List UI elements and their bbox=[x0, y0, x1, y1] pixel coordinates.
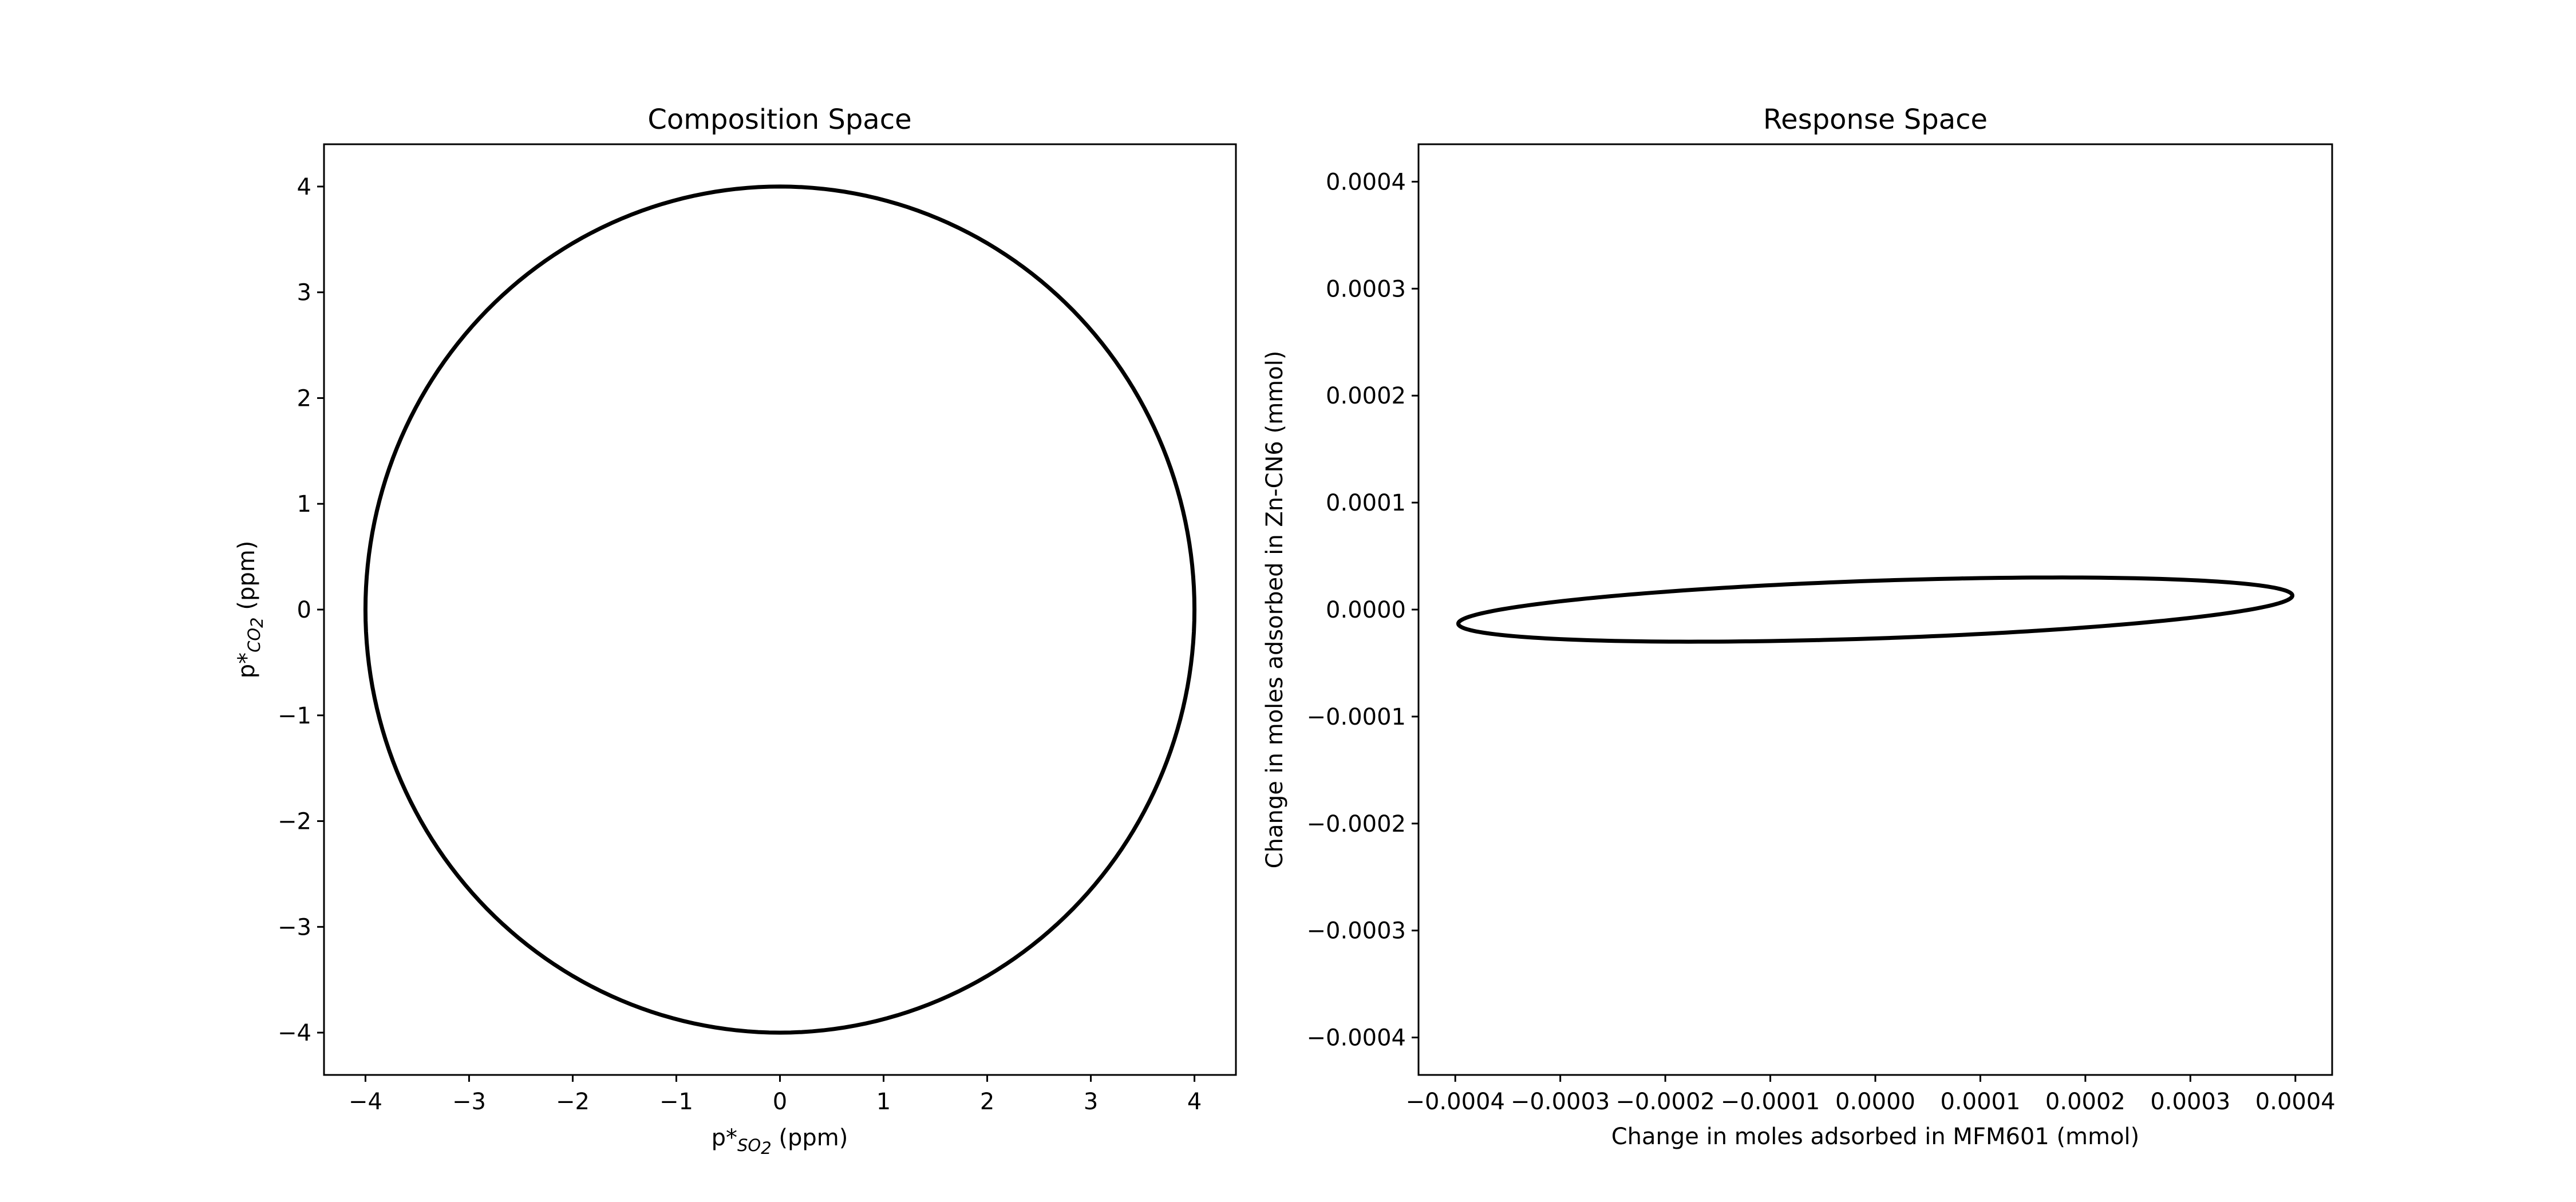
x-axis-label-prefix: p* bbox=[712, 1125, 737, 1151]
x-tick-label: 0 bbox=[773, 1089, 787, 1115]
x-axis-label-subscript: SO bbox=[737, 1136, 761, 1155]
y-axis-label: p*CO2 (ppm) bbox=[234, 541, 267, 679]
y-axis-label-subscript: CO bbox=[244, 628, 264, 653]
x-axis-label-suffix: (ppm) bbox=[772, 1125, 848, 1151]
x-tick-label: −1 bbox=[659, 1089, 693, 1115]
x-tick-label: −2 bbox=[556, 1089, 590, 1115]
x-tick-group: −0.0004 −0.0003 −0.0002 −0.0001 0.0000 0.0001… bbox=[1405, 1075, 2336, 1115]
y-tick-label: 1 bbox=[297, 491, 311, 517]
y-tick-label: −0.0001 bbox=[1307, 704, 1406, 730]
y-tick-label: −2 bbox=[278, 809, 311, 835]
x-tick-group: −4 −3 −2 −1 0 1 2 3 4 bbox=[349, 1075, 1202, 1115]
data-curve bbox=[1456, 575, 2295, 644]
x-tick-label: 2 bbox=[980, 1089, 994, 1115]
y-axis-label-suffix: (ppm) bbox=[234, 541, 260, 618]
x-tick-label: −0.0004 bbox=[1405, 1089, 1504, 1115]
chart-title: Composition Space bbox=[647, 104, 911, 136]
x-tick-label: −0.0003 bbox=[1511, 1089, 1610, 1115]
x-tick-label: −4 bbox=[349, 1089, 382, 1115]
y-tick-label: −1 bbox=[278, 703, 311, 729]
y-tick-label: 3 bbox=[297, 280, 311, 306]
x-tick-label: −0.0002 bbox=[1615, 1089, 1714, 1115]
x-tick-label: 1 bbox=[876, 1089, 891, 1115]
plot-frame bbox=[323, 143, 1237, 1076]
y-tick-label: 0.0000 bbox=[1326, 597, 1406, 623]
data-curve bbox=[363, 184, 1197, 1035]
chart-title: Response Space bbox=[1763, 104, 1988, 136]
y-axis-label: Change in moles adsorbed in Zn-CN6 (mmol… bbox=[1262, 351, 1288, 869]
x-axis-label-subsubscript: 2 bbox=[761, 1138, 771, 1158]
x-tick-label: 4 bbox=[1187, 1089, 1202, 1115]
y-tick-label: −0.0002 bbox=[1307, 811, 1406, 837]
y-tick-label: 0.0003 bbox=[1326, 276, 1406, 302]
x-tick-label: 0.0003 bbox=[2150, 1089, 2230, 1115]
y-tick-label: −4 bbox=[278, 1020, 311, 1046]
y-tick-label: −3 bbox=[278, 914, 311, 940]
y-tick-label: 0 bbox=[297, 597, 311, 623]
y-tick-label: 2 bbox=[297, 385, 311, 412]
x-tick-label: 0.0002 bbox=[2045, 1089, 2125, 1115]
x-tick-label: 0.0004 bbox=[2255, 1089, 2336, 1115]
composition-space-chart: Composition Space −4 −3 −2 −1 0 1 2 3 4 −4 −3 −2 −1… bbox=[234, 104, 1237, 1158]
response-space-chart: Response Space −0.0004−0.0003−0.0002−0.0… bbox=[1262, 104, 2336, 1150]
y-tick-label: 0.0004 bbox=[1326, 169, 1406, 195]
y-tick-label: −0.0003 bbox=[1307, 918, 1406, 944]
x-tick-label: 3 bbox=[1084, 1089, 1098, 1115]
x-tick-label: 0.0001 bbox=[1940, 1089, 2020, 1115]
x-tick-label: −3 bbox=[452, 1089, 486, 1115]
y-tick-label: 0.0002 bbox=[1326, 383, 1406, 409]
y-axis-label-subsubscript: 2 bbox=[247, 617, 267, 627]
y-tick-label: −0.0004 bbox=[1307, 1025, 1406, 1051]
y-tick-label: 0.0001 bbox=[1326, 490, 1406, 516]
x-axis-label: p*SO2 (ppm) bbox=[712, 1125, 848, 1158]
plot-frame bbox=[1417, 143, 2333, 1076]
y-axis-label-prefix: p* bbox=[234, 653, 260, 678]
y-tick-group: −0.0004 −0.0003 −0.0002 −0.0001 0.0000 0.0001… bbox=[1307, 169, 1419, 1051]
y-tick-label: 4 bbox=[297, 174, 311, 200]
y-tick-group: −4 −3 −2 −1 0 1 2 3 4 bbox=[278, 174, 324, 1046]
x-axis-label: Change in moles adsorbed in MFM601 (mmol… bbox=[1611, 1124, 2140, 1150]
x-tick-label: 0.0000 bbox=[1835, 1089, 1915, 1115]
x-tick-label: −0.0001 bbox=[1721, 1089, 1820, 1115]
